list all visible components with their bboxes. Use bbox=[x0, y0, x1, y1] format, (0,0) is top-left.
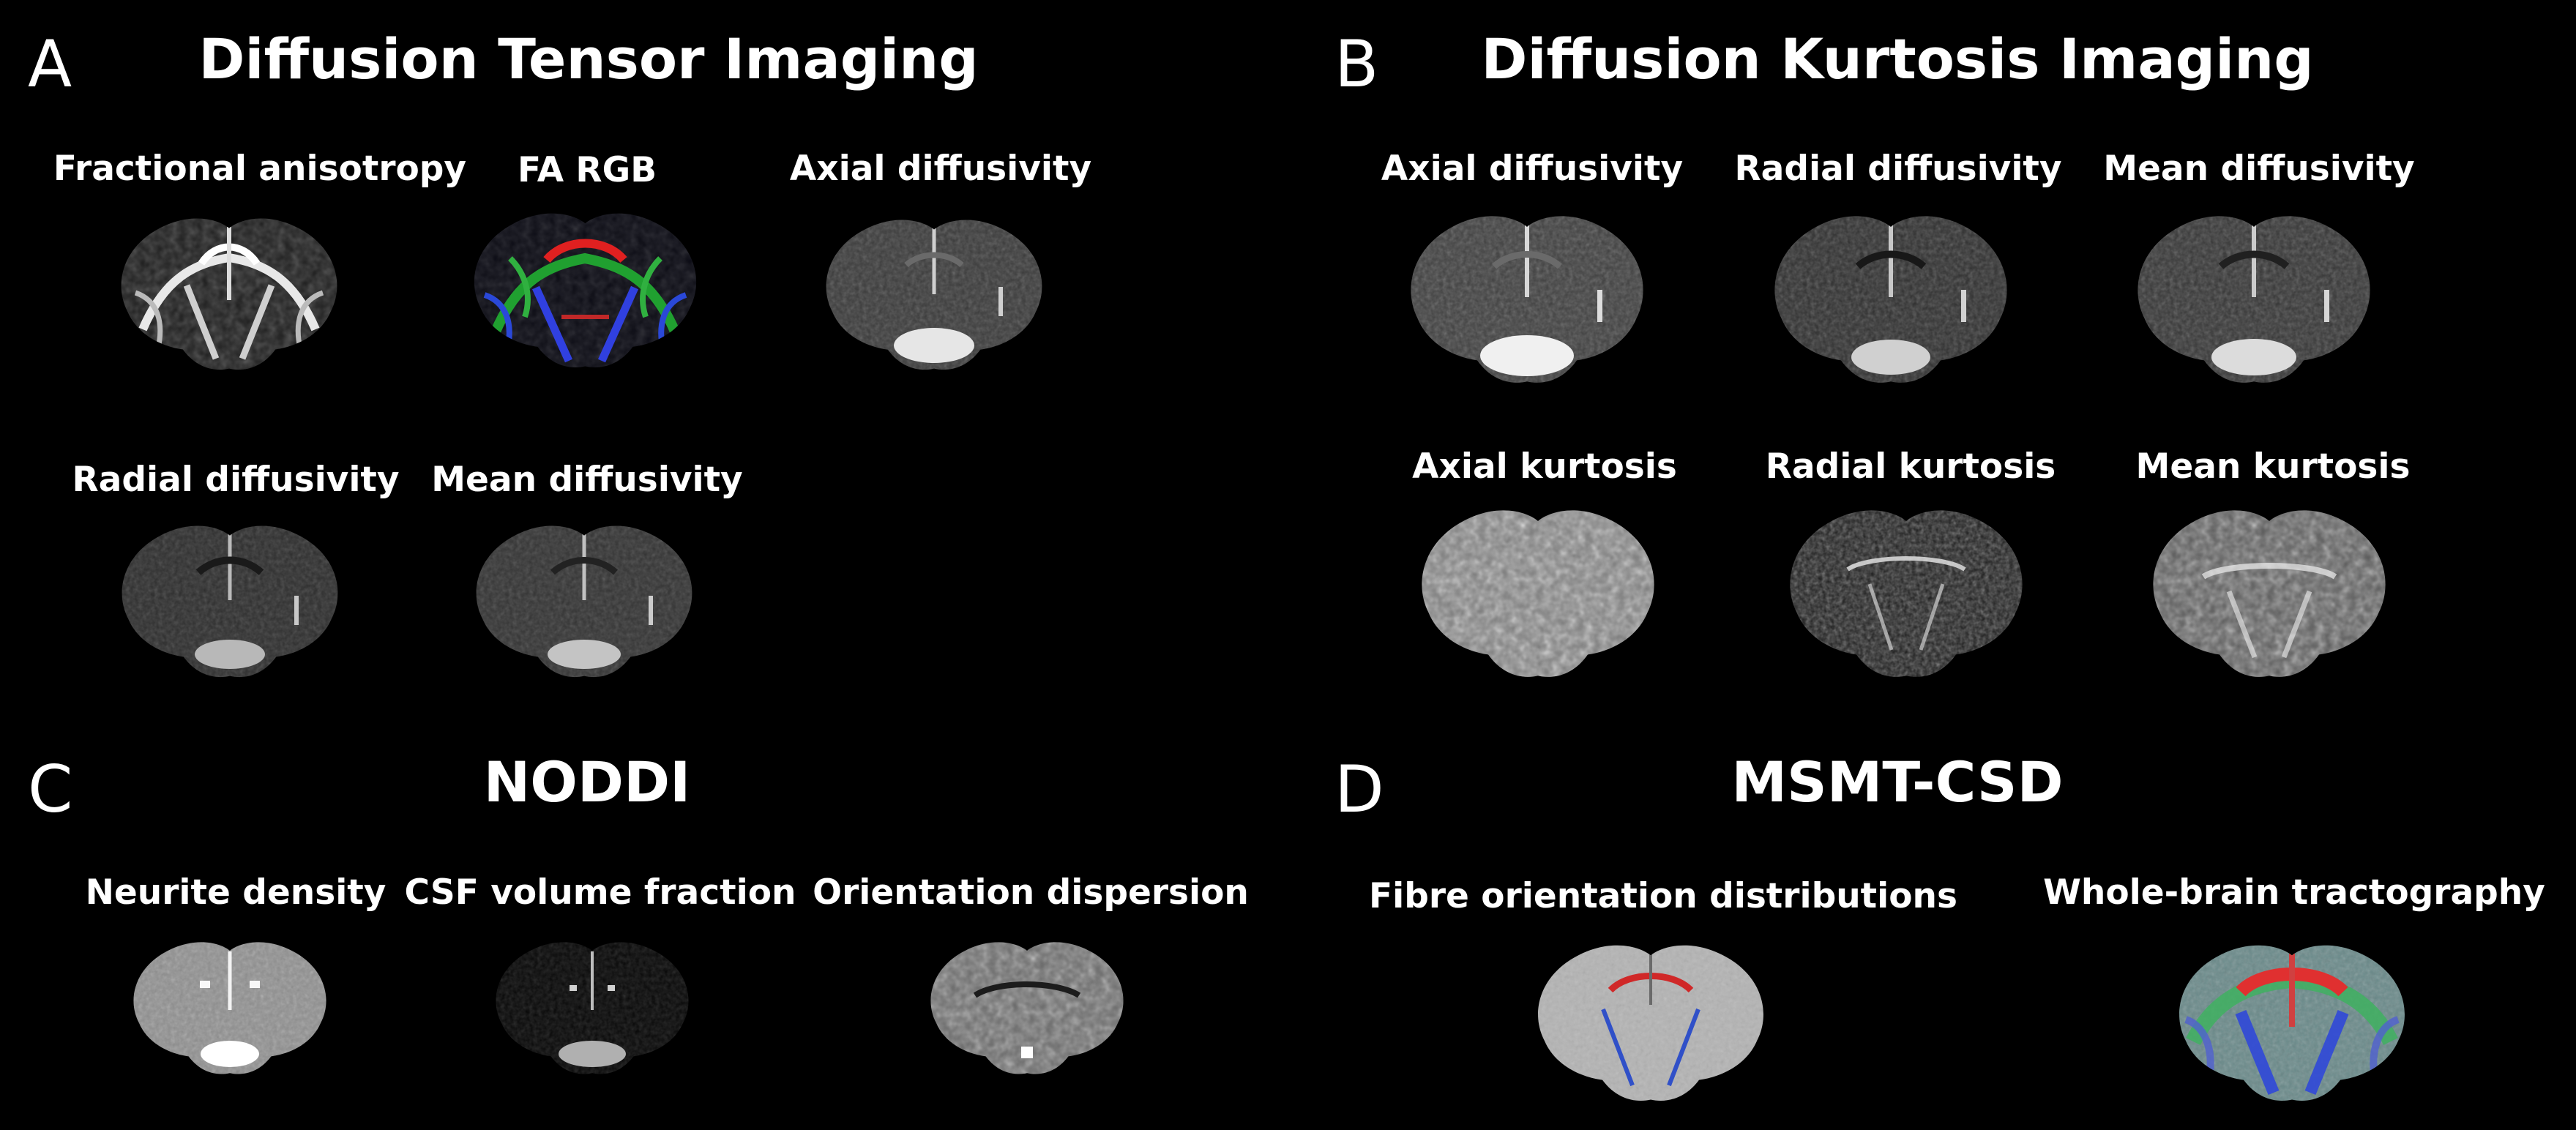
axial-kurtosis-map bbox=[1414, 504, 1662, 679]
panel-d-letter: D bbox=[1334, 752, 1384, 827]
map-caption: Axial kurtosis bbox=[1412, 446, 1677, 487]
map-caption: Mean diffusivity bbox=[2103, 149, 2415, 189]
map-caption: Neurite density bbox=[85, 872, 387, 913]
fractional-anisotropy-map bbox=[113, 212, 345, 372]
panel-c-letter: C bbox=[28, 752, 73, 827]
map-caption: Radial diffusivity bbox=[1734, 149, 2062, 189]
orientation-dispersion-map bbox=[924, 937, 1130, 1076]
panel-a-title: Diffusion Tensor Imaging bbox=[198, 26, 979, 91]
axial-diffusivity-map bbox=[1403, 209, 1651, 385]
whole-brain-tractography-map bbox=[2171, 939, 2413, 1103]
panel-d-title: MSMT-CSD bbox=[1731, 749, 2064, 815]
map-caption: Orientation dispersion bbox=[813, 872, 1249, 913]
panel-b-title: Diffusion Kurtosis Imaging bbox=[1481, 26, 2314, 91]
map-caption: CSF volume fraction bbox=[404, 872, 796, 913]
radial-kurtosis-map bbox=[1782, 504, 2031, 679]
csf-volume-fraction-map bbox=[489, 937, 695, 1076]
map-caption: Fractional anisotropy bbox=[53, 149, 467, 189]
fibre-orientation-distributions-map bbox=[1530, 939, 1772, 1103]
radial-diffusivity-map bbox=[1766, 209, 2015, 385]
map-caption: Radial kurtosis bbox=[1765, 446, 2056, 487]
mean-kurtosis-map bbox=[2145, 504, 2394, 679]
map-caption: Axial diffusivity bbox=[1381, 149, 1684, 189]
map-caption: Axial diffusivity bbox=[789, 149, 1092, 189]
mean-diffusivity-map bbox=[2129, 209, 2378, 385]
map-caption: FA RGB bbox=[517, 150, 657, 190]
panel-a-letter: A bbox=[28, 26, 72, 102]
map-caption: Mean diffusivity bbox=[431, 460, 743, 500]
panel-c-title: NODDI bbox=[483, 749, 691, 815]
radial-diffusivity-map bbox=[114, 520, 346, 679]
map-caption: Fibre orientation distributions bbox=[1369, 876, 1957, 916]
map-caption: Whole-brain tractography bbox=[2043, 872, 2545, 913]
map-caption: Radial diffusivity bbox=[72, 460, 400, 500]
map-caption: Mean kurtosis bbox=[2135, 446, 2411, 487]
neurite-density-map bbox=[127, 937, 333, 1076]
mean-diffusivity-map bbox=[468, 520, 700, 679]
fa-rgb-map bbox=[466, 207, 704, 370]
axial-diffusivity-map bbox=[818, 214, 1050, 372]
panel-b-letter: B bbox=[1334, 26, 1379, 102]
